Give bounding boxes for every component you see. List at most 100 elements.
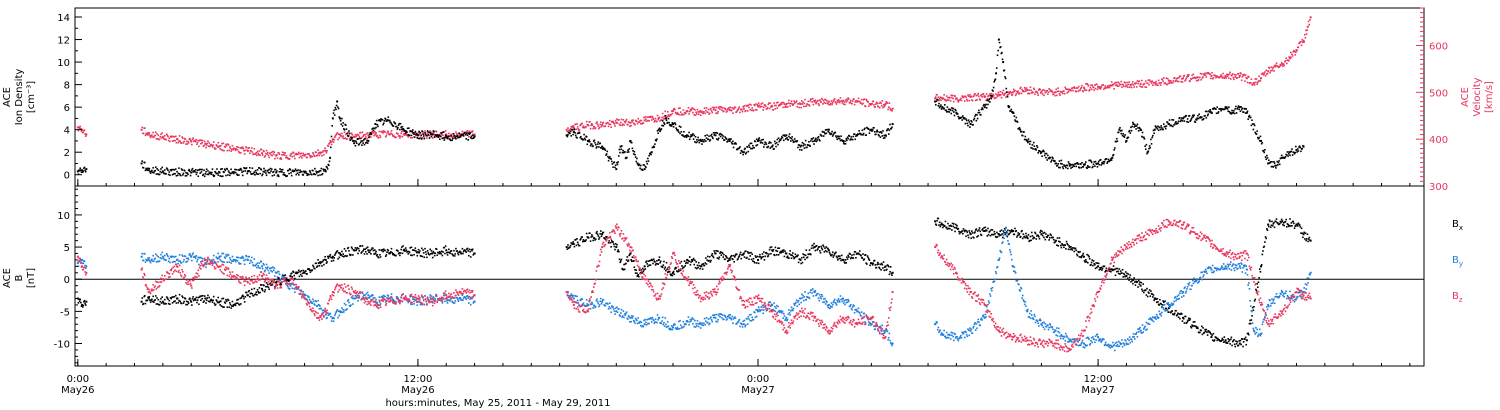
bx-point	[1114, 268, 1116, 271]
velocity-point	[608, 123, 611, 125]
density-point	[815, 140, 818, 143]
density-point	[296, 172, 299, 175]
bx-point	[1079, 251, 1081, 253]
bx-point	[413, 253, 415, 256]
velocity-point	[827, 100, 830, 103]
density-point	[267, 171, 270, 174]
velocity-point	[678, 113, 681, 116]
velocity-point	[386, 130, 389, 133]
density-point	[451, 139, 453, 142]
density-point	[1076, 161, 1079, 164]
density-point	[704, 134, 706, 137]
density-point	[1296, 151, 1298, 153]
velocity-point	[820, 97, 823, 100]
density-point	[1260, 139, 1263, 142]
density-point	[1119, 130, 1122, 132]
bx-point	[992, 233, 995, 236]
velocity-point	[471, 130, 474, 132]
bx-point	[312, 264, 314, 267]
density-point	[378, 119, 381, 122]
density-point	[815, 137, 817, 140]
bx-point	[619, 261, 621, 264]
density-point	[1263, 151, 1266, 154]
density-point	[859, 132, 862, 135]
bx-point	[1108, 270, 1111, 273]
bx-point	[1242, 341, 1245, 343]
bx-point	[1173, 313, 1175, 316]
velocity-point	[784, 105, 787, 107]
velocity-point	[1304, 36, 1307, 39]
bx-point	[824, 249, 827, 252]
bx-point	[874, 264, 877, 266]
velocity-point	[883, 105, 886, 108]
density-point	[176, 170, 178, 173]
bx-point	[858, 250, 861, 252]
density-point	[152, 166, 154, 169]
density-point	[250, 173, 253, 175]
velocity-point	[306, 156, 308, 159]
density-point	[337, 106, 339, 108]
bx-point	[85, 300, 88, 303]
velocity-point	[366, 137, 368, 140]
velocity-point	[873, 103, 875, 106]
by-point	[154, 257, 156, 260]
velocity-point	[1137, 82, 1139, 85]
bx-point	[956, 224, 958, 227]
velocity-point	[169, 140, 171, 143]
velocity-point	[200, 142, 202, 145]
velocity-point	[1159, 84, 1162, 86]
velocity-point	[377, 137, 380, 139]
bx-point	[1129, 274, 1132, 276]
bx-point	[472, 254, 475, 256]
density-point	[791, 136, 793, 138]
density-point	[424, 133, 427, 136]
bx-point	[317, 259, 319, 261]
velocity-point	[293, 155, 296, 157]
velocity-point	[1291, 55, 1294, 57]
density-point	[606, 150, 609, 153]
bx-point	[783, 255, 786, 258]
velocity-point	[876, 102, 878, 105]
bx-point	[1058, 237, 1061, 239]
density-point	[473, 136, 475, 139]
density-point	[1180, 119, 1182, 121]
density-point	[1162, 123, 1165, 125]
bx-point	[218, 300, 221, 303]
velocity-point	[435, 130, 438, 133]
velocity-point	[636, 122, 639, 125]
bx-point	[746, 256, 748, 259]
bx-point	[849, 253, 851, 255]
density-point	[827, 130, 830, 133]
density-point	[1271, 161, 1273, 163]
bx-point	[882, 261, 885, 263]
bx-point	[665, 261, 668, 264]
density-point	[301, 170, 303, 173]
velocity-point	[569, 129, 571, 131]
bx-point	[1137, 279, 1140, 282]
velocity-point	[358, 135, 361, 138]
density-point	[1052, 157, 1054, 160]
velocity-point	[1021, 88, 1023, 91]
bx-point	[312, 265, 315, 268]
bx-point	[732, 258, 734, 261]
bx-point	[845, 262, 848, 264]
density-point	[975, 119, 978, 122]
density-point	[589, 140, 591, 143]
bx-point	[473, 252, 476, 255]
bx-point	[364, 250, 367, 253]
velocity-point	[799, 103, 802, 106]
bx-point	[1002, 230, 1005, 232]
density-point	[632, 153, 635, 155]
velocity-point	[1058, 92, 1061, 95]
bx-point	[794, 253, 797, 255]
bx-point	[174, 294, 177, 297]
density-point	[867, 128, 870, 131]
density-point	[1217, 111, 1220, 113]
bx-point	[460, 252, 463, 255]
bx-point	[706, 259, 708, 261]
bx-point	[867, 258, 870, 260]
velocity-point	[1094, 84, 1096, 86]
density-point	[843, 143, 846, 145]
bx-point	[639, 271, 642, 274]
density-point	[452, 133, 455, 135]
